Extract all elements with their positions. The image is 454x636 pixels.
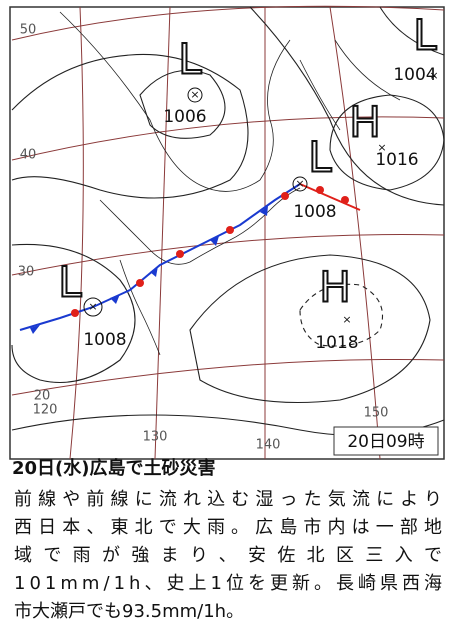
caption-line: 市大瀬戸でも93.5mm/1h。	[14, 601, 244, 622]
pressure-value: 1008	[83, 330, 126, 350]
centers: × × × × × ×	[83, 69, 439, 326]
pressure-system-symbol: H	[319, 263, 351, 312]
longitude-label: 130	[143, 430, 168, 445]
pressure-value: 1018	[315, 333, 358, 353]
caption-line: 101mm/1h、史上1位を更新。長崎県西海	[14, 573, 442, 594]
map-frame	[9, 6, 445, 460]
longitude-label: 120	[33, 403, 58, 418]
fronts	[19, 183, 361, 334]
timestamp: 20日09時	[347, 432, 424, 452]
pressure-value: 1008	[293, 202, 336, 222]
longitude-label: 150	[364, 406, 389, 421]
latitude-label: 20	[34, 389, 51, 404]
svg-text:×: ×	[88, 300, 97, 313]
pressure-value: 1016	[375, 150, 418, 170]
pressure-value: 1004	[393, 65, 436, 85]
pressure-system-symbol: L	[58, 258, 82, 307]
graticule	[11, 5, 445, 460]
pressure-system-symbol: L	[308, 133, 332, 182]
pressure-value: 1006	[163, 107, 206, 127]
svg-text:×: ×	[295, 177, 304, 190]
latitude-label: 40	[20, 148, 37, 163]
svg-text:×: ×	[429, 69, 438, 82]
latitude-label: 30	[18, 265, 35, 280]
timestamp-box	[333, 426, 439, 456]
pressure-system-symbol: L	[178, 35, 202, 84]
pressure-system-symbol: L	[413, 11, 437, 60]
caption-line: 域で雨が強まり、安佐北区三入で	[14, 545, 442, 566]
pressure-system-symbol: H	[349, 98, 381, 147]
svg-text:×: ×	[190, 88, 199, 101]
coastlines	[59, 11, 401, 356]
caption-line: 西日本、東北で大雨。広島市内は一部地	[14, 517, 442, 538]
caption-title: 20日(水)広島で土砂災害	[12, 457, 216, 479]
longitude-label: 140	[256, 438, 281, 453]
caption-line: 前線や前線に流れ込む湿った気流により	[14, 489, 442, 510]
svg-text:×: ×	[377, 141, 386, 154]
latitude-label: 50	[20, 23, 37, 38]
svg-text:×: ×	[342, 313, 351, 326]
